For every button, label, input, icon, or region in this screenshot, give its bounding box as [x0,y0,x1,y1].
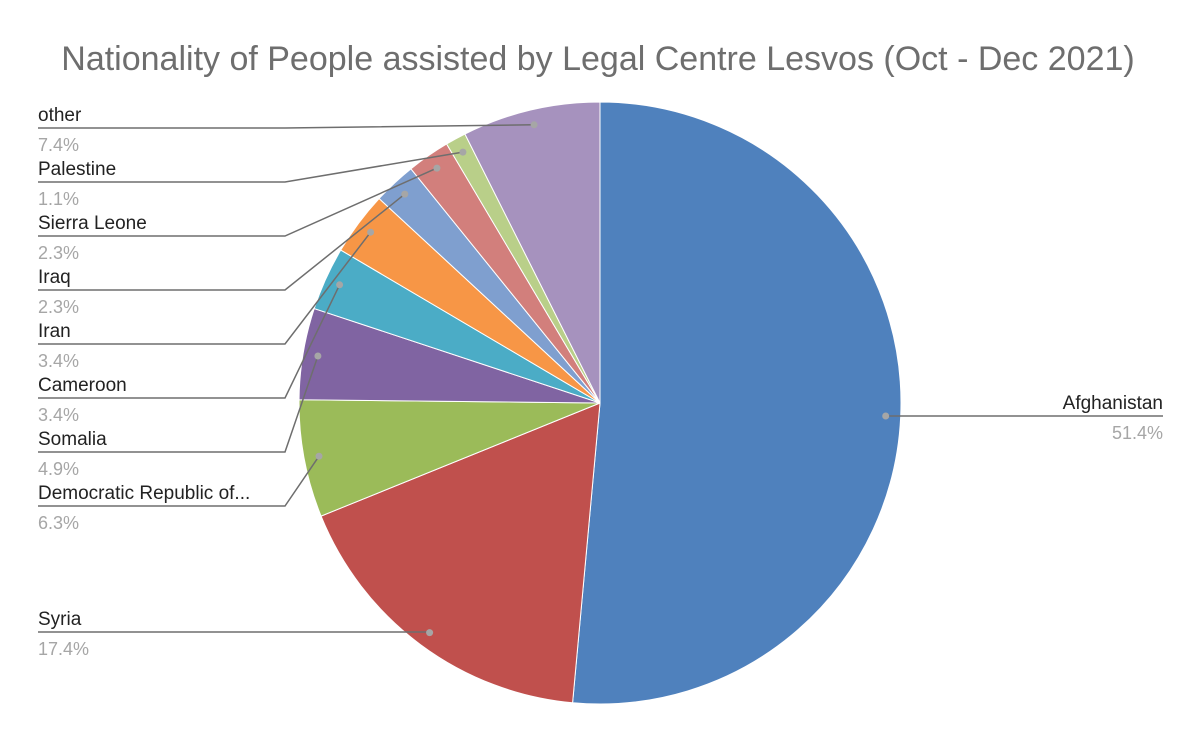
data-label-value-afghanistan: 51.4% [1112,423,1163,443]
data-label-value-democratic-republic-of: 6.3% [38,513,79,533]
leader-line-democratic-republic-of [38,455,320,507]
leader-dot-democratic-republic-of [315,452,323,460]
data-label-value-syria: 17.4% [38,639,89,659]
leader-line-iraq [38,193,406,291]
data-label-value-palestine: 1.1% [38,189,79,209]
data-label-name-other: other [38,105,82,126]
data-label-name-syria: Syria [38,609,82,630]
data-label-value-iraq: 2.3% [38,297,79,317]
data-label-name-iran: Iran [38,321,71,342]
leader-dot-iraq [401,190,409,198]
data-label-value-iran: 3.4% [38,351,79,371]
pie-slice-syria [320,402,601,704]
pie-slices [298,101,902,705]
pie-slice-democratic-republic-of [298,399,601,517]
leader-lines [38,121,1163,637]
data-label-value-cameroon: 3.4% [38,405,79,425]
leader-line-cameroon [38,284,341,399]
leader-line-iran [38,231,372,345]
pie-slice-other [464,101,601,404]
data-label-name-cameroon: Cameroon [38,375,127,396]
leader-line-other [38,124,535,129]
pie-slice-afghanistan [572,101,902,705]
leader-line-sierra-leone [38,167,438,237]
leader-dot-other [530,121,538,129]
data-label-value-other: 7.4% [38,135,79,155]
leader-line-palestine [38,151,464,183]
chart-title: Nationality of People assisted by Legal … [61,40,1134,78]
leader-dot-sierra-leone [433,164,441,172]
leader-dot-somalia [314,352,322,360]
leader-line-syria [38,631,431,633]
data-label-value-sierra-leone: 2.3% [38,243,79,263]
data-label-name-afghanistan: Afghanistan [1063,393,1163,414]
data-label-name-democratic-republic-of: Democratic Republic of... [38,483,250,504]
leader-line-somalia [38,355,319,453]
data-labels: Afghanistan 51.4% Syria 17.4% Democratic Rep… [38,105,1163,659]
leader-dot-afghanistan [882,412,890,420]
leader-dot-syria [426,629,434,637]
leader-dot-iran [367,228,375,236]
data-label-name-sierra-leone: Sierra Leone [38,213,147,234]
data-label-name-somalia: Somalia [38,429,107,450]
leader-dot-palestine [459,148,467,156]
data-label-value-somalia: 4.9% [38,459,79,479]
data-label-name-palestine: Palestine [38,159,116,180]
data-label-name-iraq: Iraq [38,267,71,288]
leader-dot-cameroon [336,281,344,289]
